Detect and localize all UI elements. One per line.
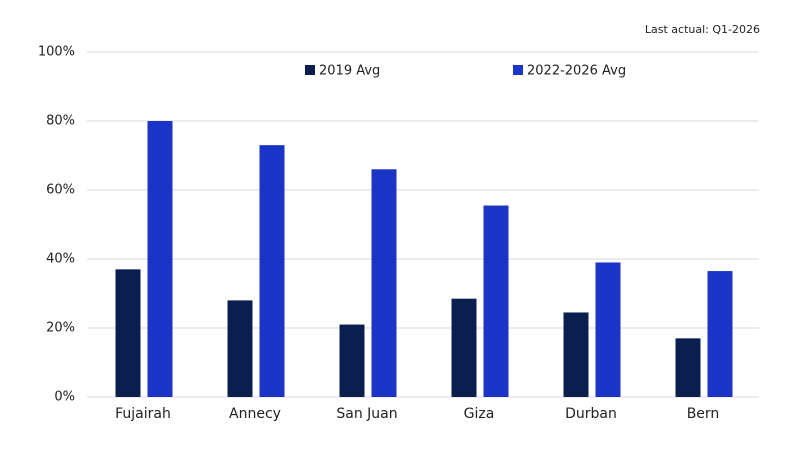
x-tick-label: San Juan bbox=[336, 406, 397, 422]
annotation: Last actual: Q1-2026 bbox=[645, 23, 760, 36]
y-tick-label: 0% bbox=[54, 390, 75, 405]
bar bbox=[371, 169, 397, 397]
bar bbox=[483, 205, 509, 397]
x-tick-label: Durban bbox=[565, 406, 617, 422]
x-tick-label: Bern bbox=[687, 406, 720, 422]
bar bbox=[115, 269, 141, 397]
legend-label: 2019 Avg bbox=[319, 64, 380, 79]
bar bbox=[595, 262, 621, 397]
bar bbox=[707, 271, 733, 397]
bar bbox=[563, 312, 589, 397]
x-tick-label: Fujairah bbox=[115, 406, 171, 422]
bar bbox=[339, 324, 365, 397]
y-tick-label: 20% bbox=[46, 321, 75, 336]
bar bbox=[227, 300, 253, 397]
y-tick-label: 80% bbox=[46, 114, 75, 129]
bar bbox=[147, 121, 173, 397]
legend-label: 2022-2026 Avg bbox=[527, 64, 626, 79]
x-tick-label: Giza bbox=[464, 406, 495, 422]
legend-swatch bbox=[305, 65, 315, 75]
legend-swatch bbox=[513, 65, 523, 75]
bar bbox=[675, 338, 701, 397]
x-tick-label: Annecy bbox=[229, 406, 281, 422]
bar bbox=[259, 145, 285, 397]
y-tick-label: 40% bbox=[46, 252, 75, 267]
bar bbox=[451, 298, 477, 397]
y-tick-label: 100% bbox=[38, 45, 75, 60]
y-tick-label: 60% bbox=[46, 183, 75, 198]
